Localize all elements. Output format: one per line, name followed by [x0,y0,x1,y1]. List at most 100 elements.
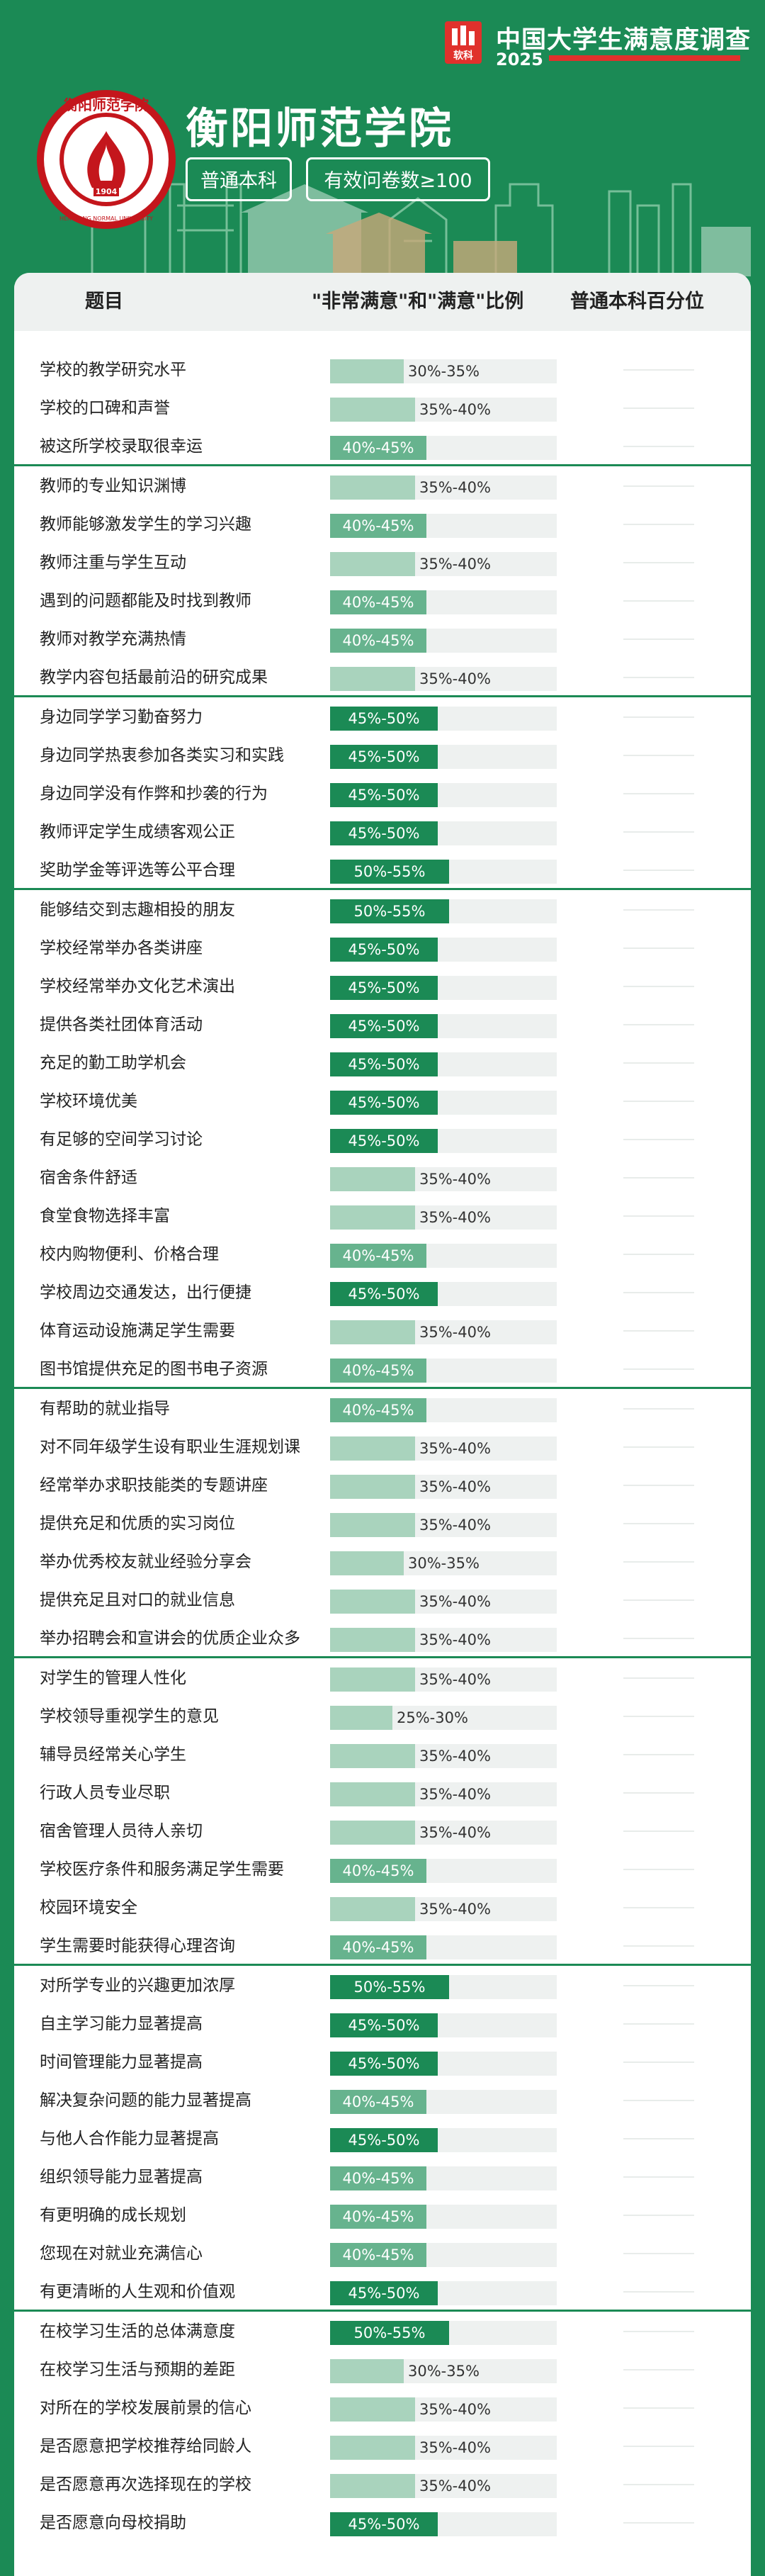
survey-title-underline [496,55,740,61]
row-label: 能够结交到志趣相投的朋友 [40,901,235,919]
ratio-bar-track: 35%-40% [330,552,557,576]
row-label: 您现在对就业充满信心 [40,2244,203,2263]
table-row: 有更清晰的人生观和价值观 45%-50% [14,2273,751,2311]
ratio-range-label: 35%-40% [419,1593,491,1610]
ratio-range-label: 40%-45% [342,594,414,611]
ratio-bar-fill [330,1859,426,1883]
percentile-placeholder [623,1368,694,1370]
ratio-range-label: 40%-45% [342,517,414,534]
ratio-bar-fill [330,1282,438,1306]
campus-skyline-illustration [91,183,751,276]
ratio-bar-track: 50%-55% [330,899,557,923]
ratio-bar-fill [330,2281,438,2305]
ratio-bar-fill [330,1628,415,1652]
ratio-bar-fill [330,938,438,962]
ratio-bar-fill [330,1744,415,1768]
ratio-range-label: 40%-45% [342,632,414,649]
emblem-text-en: HENGYANG NORMAL UNIVERSITY [60,215,153,222]
row-label: 教师对教学充满热情 [40,630,186,648]
ratio-bar-fill [330,1167,415,1191]
percentile-placeholder [623,446,694,447]
table-row: 身边同学热衷参加各类实习和实践 45%-50% [14,736,751,775]
ratio-bar-track: 50%-55% [330,1975,557,1999]
ratio-range-label: 45%-50% [348,2055,420,2072]
ratio-bar-track: 35%-40% [330,1436,557,1461]
table-row: 在校学习生活的总体满意度 50%-55% [14,2312,751,2351]
group-divider [14,464,751,466]
row-label: 教师的专业知识渊博 [40,477,186,495]
ratio-range-label: 25%-30% [397,1709,468,1726]
ratio-bar-track: 45%-50% [330,821,557,845]
ratio-bar-fill [330,2166,426,2190]
percentile-placeholder [623,1292,694,1293]
ratio-bar-fill [330,2128,438,2152]
percentile-placeholder [623,1754,694,1755]
table-row: 时间管理能力显著提高 45%-50% [14,2043,751,2081]
row-label: 学校环境优美 [40,1092,137,1110]
ratio-bar-track: 35%-40% [330,2474,557,2498]
ratio-bar-track: 35%-40% [330,1167,557,1191]
ratio-range-label: 35%-40% [419,2477,491,2495]
ratio-range-label: 35%-40% [419,556,491,573]
ratio-bar-fill [330,821,438,845]
ratio-bar-track: 40%-45% [330,436,557,460]
ratio-range-label: 45%-50% [348,1018,420,1035]
ratio-bar-fill [330,359,404,383]
percentile-placeholder [623,2369,694,2370]
row-label: 举办优秀校友就业经验分享会 [40,1553,251,1571]
percentile-placeholder [623,407,694,409]
ratio-bar-track: 45%-50% [330,707,557,731]
table-row: 教师注重与学生互动 35%-40% [14,544,751,582]
row-label: 校园环境安全 [40,1899,137,1917]
ratio-range-label: 45%-50% [348,2516,420,2533]
percentile-placeholder [623,2100,694,2101]
ratio-range-label: 35%-40% [419,1671,491,1688]
ratio-bar-track: 35%-40% [330,1513,557,1537]
ratio-bar-track: 40%-45% [330,1244,557,1268]
ratio-range-label: 30%-35% [408,363,480,380]
table-row: 校园环境安全 35%-40% [14,1889,751,1927]
ratio-range-label: 45%-50% [348,787,420,804]
row-label: 教学内容包括最前沿的研究成果 [40,668,268,687]
row-label: 在校学习生活与预期的差距 [40,2361,235,2379]
table-row: 对所学专业的兴趣更加浓厚 50%-55% [14,1967,751,2005]
ratio-bar-track: 45%-50% [330,783,557,807]
ratio-bar-track: 40%-45% [330,1359,557,1383]
percentile-placeholder [623,2176,694,2178]
ratio-bar-fill [330,1359,426,1383]
row-label: 身边同学热衷参加各类实习和实践 [40,746,284,765]
ratio-bar-track: 30%-35% [330,2359,557,2383]
column-header-ratio: "非常满意"和"满意"比例 [312,291,524,313]
table-row: 与他人合作能力显著提高 45%-50% [14,2120,751,2158]
percentile-placeholder [623,947,694,949]
row-label: 有更清晰的人生观和价值观 [40,2283,235,2301]
percentile-placeholder [623,524,694,525]
table-row: 您现在对就业充满信心 40%-45% [14,2234,751,2273]
ratio-range-label: 50%-55% [353,1979,426,1996]
row-label: 在校学习生活的总体满意度 [40,2322,235,2341]
ratio-bar-fill [330,899,449,923]
row-label: 对所学专业的兴趣更加浓厚 [40,1976,235,1995]
logo-text: 软科 [453,50,473,62]
ratio-bar-fill [330,1551,404,1575]
results-table: 题目 "非常满意"和"满意"比例 普通本科百分位 学校的教学研究水平 30%-35… [14,273,751,2576]
row-label: 身边同学学习勤奋努力 [40,708,203,726]
table-row: 举办招聘会和宣讲会的优质企业众多 35%-40% [14,1619,751,1658]
row-label: 学生需要时能获得心理咨询 [40,1937,235,1955]
ratio-range-label: 35%-40% [419,1824,491,1841]
percentile-placeholder [623,1907,694,1908]
ratio-bar-track: 45%-50% [330,1014,557,1038]
ratio-bar-fill [330,1975,449,1999]
group-divider [14,695,751,697]
table-row: 学校经常举办文化艺术演出 45%-50% [14,967,751,1006]
ratio-bar-track: 45%-50% [330,745,557,769]
row-label: 对学生的管理人性化 [40,1669,186,1687]
row-label: 与他人合作能力显著提高 [40,2130,219,2148]
percentile-placeholder [623,1830,694,1832]
ratio-bar-track: 35%-40% [330,1821,557,1845]
tag-school-type: 普通本科 [186,157,292,201]
percentile-placeholder [623,485,694,487]
ratio-bar-track: 35%-40% [330,2397,557,2422]
ratio-bar-track: 40%-45% [330,629,557,653]
table-row: 组织领导能力显著提高 40%-45% [14,2158,751,2196]
